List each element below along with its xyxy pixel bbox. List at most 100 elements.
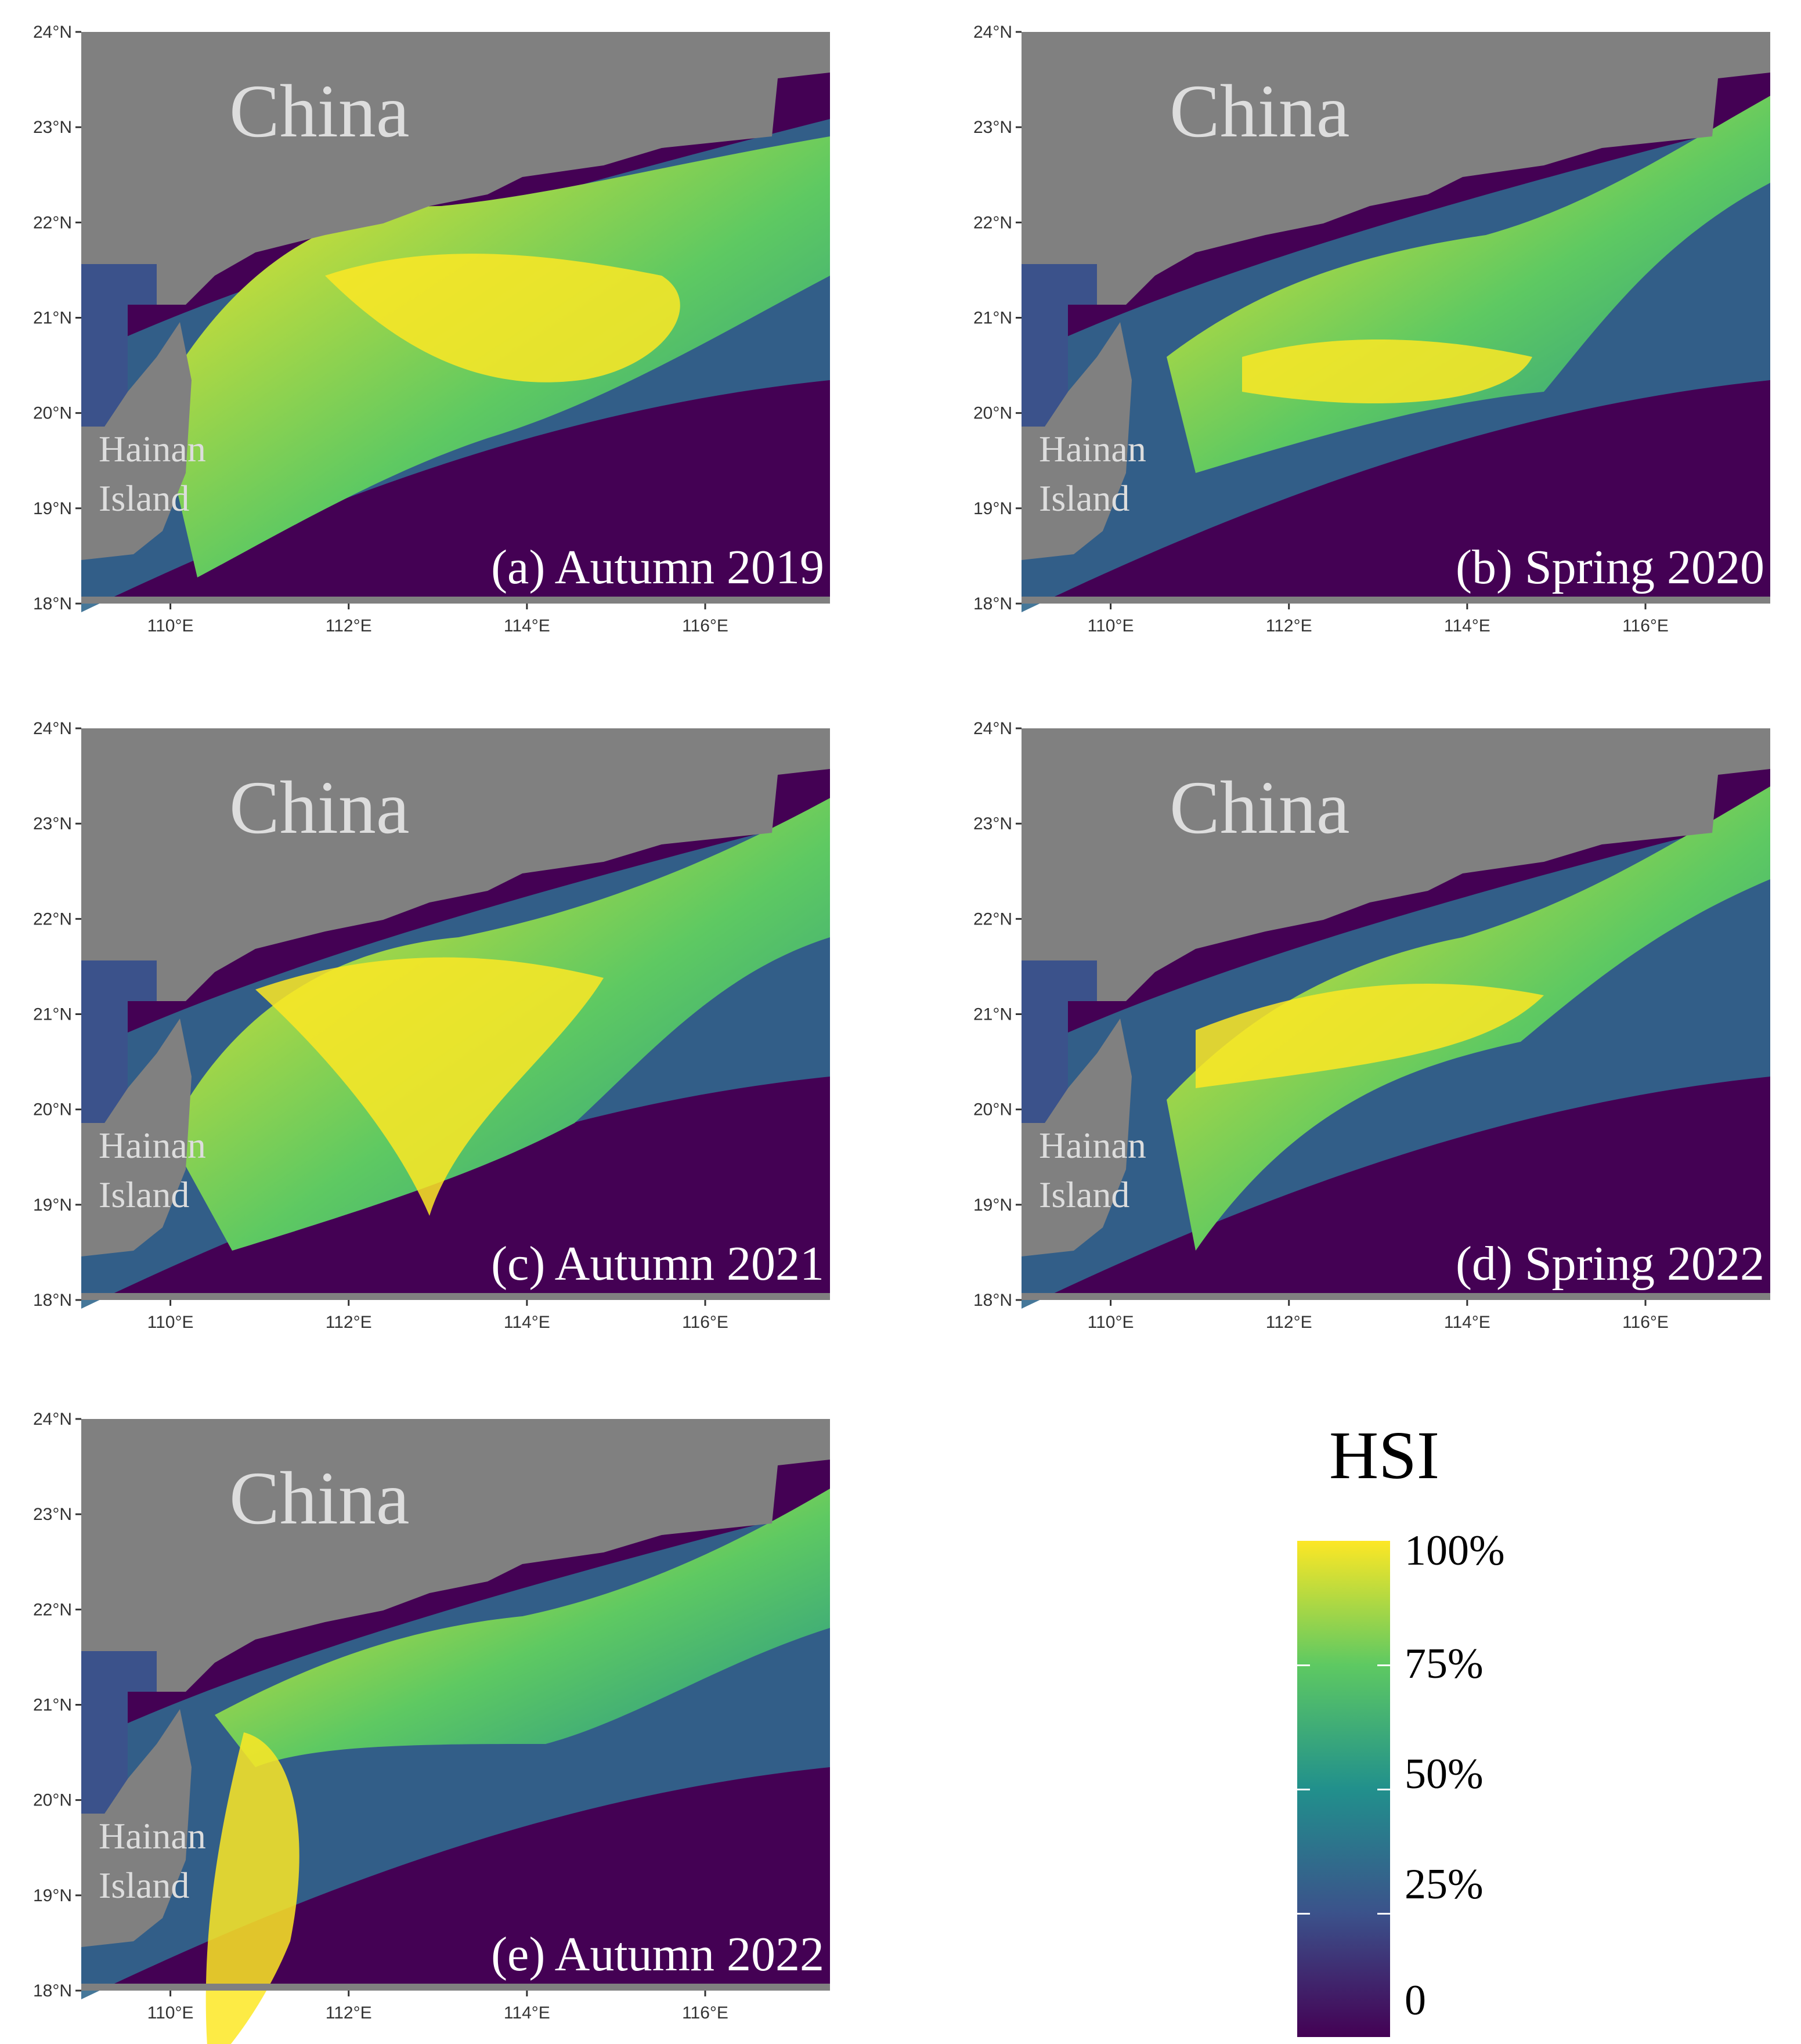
china-landmass: [1022, 32, 1770, 305]
legend-tick-75-right: [1377, 1664, 1390, 1666]
hainan-island-landmass: [81, 322, 192, 560]
legend-label-50: 50%: [1405, 1750, 1484, 1798]
bottom-border: [1022, 1293, 1770, 1300]
map-panel-d: China Hainan Island (d) Spring 2022 24°N 23°N…: [940, 696, 1799, 1346]
lat-tick-label: 21°N: [33, 309, 72, 328]
island-label-line2: Island: [1039, 478, 1129, 519]
high-hsi-patch: [1242, 340, 1532, 403]
lon-tick-label: 112°E: [1266, 616, 1312, 635]
lat-tick-label: 22°N: [33, 909, 72, 929]
lon-tick-label: 112°E: [326, 1313, 372, 1332]
island-label-line2: Island: [99, 1174, 189, 1215]
map-svg-a: China Hainan Island (a) Autumn 2019 24°N 23°N…: [33, 23, 830, 635]
high-hsi-patch: [205, 1732, 299, 2044]
china-landmass: [81, 32, 830, 305]
lat-tick-label: 23°N: [33, 1505, 72, 1524]
lon-tick-label: 116°E: [1622, 1313, 1669, 1332]
lat-tick-label: 18°N: [973, 594, 1012, 613]
island-label-line1: Hainan: [1039, 1125, 1146, 1166]
legend-label-25: 25%: [1405, 1861, 1484, 1908]
lat-tick-label: 22°N: [33, 1600, 72, 1619]
legend-tick-25: [1297, 1913, 1310, 1915]
lon-tick-label: 116°E: [682, 616, 728, 635]
legend-tick-25-right: [1377, 1913, 1390, 1915]
island-label-line1: Hainan: [99, 428, 206, 470]
map-svg-b: China Hainan Island (b) Spring 2020 24°N 23°N…: [973, 23, 1770, 635]
map-svg-d: China Hainan Island (d) Spring 2022 24°N 23°N…: [973, 719, 1770, 1332]
high-hsi-patch: [325, 254, 680, 382]
china-label: China: [1170, 70, 1350, 153]
panel-label: (c) Autumn 2021: [491, 1237, 824, 1291]
map-plot-c: China Hainan Island (c) Autumn 2021: [81, 728, 830, 1309]
lat-tick-label: 19°N: [33, 1886, 72, 1905]
lat-tick-label: 19°N: [33, 1196, 72, 1215]
map-panel-b: China Hainan Island (b) Spring 2020 24°N 23°N…: [940, 0, 1799, 650]
lat-tick-label: 21°N: [33, 1005, 72, 1024]
island-label-line1: Hainan: [99, 1815, 206, 1857]
legend-tick-75: [1297, 1664, 1310, 1666]
lat-tick-label: 19°N: [973, 1196, 1012, 1215]
lat-tick-label: 21°N: [33, 1696, 72, 1715]
map-panel-e: China Hainan Island (e) Autumn 2022 24°N 23°N…: [0, 1387, 853, 2044]
island-label-line2: Island: [1039, 1174, 1129, 1215]
lat-tick-label: 22°N: [973, 213, 1012, 232]
hainan-island-landmass: [1022, 1019, 1132, 1256]
lat-tick-label: 23°N: [973, 118, 1012, 137]
legend-title: HSI: [1329, 1417, 1440, 1493]
lat-tick-label: 24°N: [33, 23, 72, 42]
map-svg-c: China Hainan Island (c) Autumn 2021 24°N 23°N…: [33, 719, 830, 1332]
lon-tick-label: 110°E: [147, 2003, 194, 2023]
china-label: China: [1170, 766, 1350, 850]
china-label: China: [229, 766, 410, 850]
legend-tick-50: [1297, 1789, 1310, 1790]
china-landmass: [81, 1419, 830, 1692]
map-panel-c: China Hainan Island (c) Autumn 2021 24°N 23°N…: [0, 696, 853, 1346]
bottom-border: [81, 1293, 830, 1300]
china-label: China: [229, 70, 410, 153]
legend-label-75: 75%: [1405, 1640, 1484, 1688]
legend-colorbar: [1297, 1541, 1390, 2037]
island-label-line1: Hainan: [99, 1125, 206, 1166]
panel-label: (e) Autumn 2022: [491, 1927, 824, 1981]
leizhou-waters: [81, 1651, 157, 1814]
legend-tick-50-right: [1377, 1789, 1390, 1790]
hsi-legend: HSI 100% 75% 50% 25% 0: [1265, 1416, 1672, 2043]
lon-tick-label: 110°E: [1088, 616, 1134, 635]
lon-tick-label: 114°E: [504, 616, 550, 635]
hainan-island-landmass: [1022, 322, 1132, 560]
hainan-island-landmass: [81, 1019, 192, 1256]
panel-label: (a) Autumn 2019: [491, 540, 824, 594]
china-landmass: [1022, 728, 1770, 1001]
lon-tick-label: 116°E: [1622, 616, 1669, 635]
map-plot-b: China Hainan Island (b) Spring 2020: [1022, 32, 1770, 612]
lat-tick-label: 20°N: [33, 1791, 72, 1810]
panel-label: (b) Spring 2020: [1456, 540, 1764, 594]
lat-tick-label: 20°N: [33, 404, 72, 423]
bottom-border: [81, 597, 830, 604]
lat-tick-label: 24°N: [33, 1410, 72, 1429]
lat-tick-label: 22°N: [973, 909, 1012, 929]
legend-label-100: 100%: [1405, 1527, 1505, 1574]
lat-tick-label: 21°N: [973, 1005, 1012, 1024]
hainan-island-landmass: [81, 1709, 192, 1947]
lat-tick-label: 20°N: [33, 1100, 72, 1119]
lon-tick-label: 112°E: [326, 616, 372, 635]
lat-tick-label: 24°N: [33, 719, 72, 738]
leizhou-waters: [81, 264, 157, 427]
lon-tick-label: 114°E: [1444, 616, 1490, 635]
lat-tick-label: 18°N: [973, 1291, 1012, 1310]
lon-tick-label: 114°E: [504, 2003, 550, 2023]
lat-tick-label: 18°N: [33, 594, 72, 613]
panel-label: (d) Spring 2022: [1456, 1237, 1764, 1291]
lat-tick-label: 24°N: [973, 23, 1012, 42]
leizhou-waters: [81, 960, 157, 1123]
lon-tick-label: 110°E: [147, 1313, 194, 1332]
map-plot-e: China Hainan Island (e) Autumn 2022: [81, 1419, 830, 2044]
map-panel-a: China Hainan Island (a) Autumn 2019 24°N 23°N…: [0, 0, 853, 650]
china-label: China: [229, 1457, 410, 1540]
map-plot-d: China Hainan Island (d) Spring 2022: [1022, 728, 1770, 1309]
lon-tick-label: 114°E: [504, 1313, 550, 1332]
lon-tick-label: 110°E: [1088, 1313, 1134, 1332]
lat-tick-label: 23°N: [33, 118, 72, 137]
legend-label-0: 0: [1405, 1977, 1426, 2024]
